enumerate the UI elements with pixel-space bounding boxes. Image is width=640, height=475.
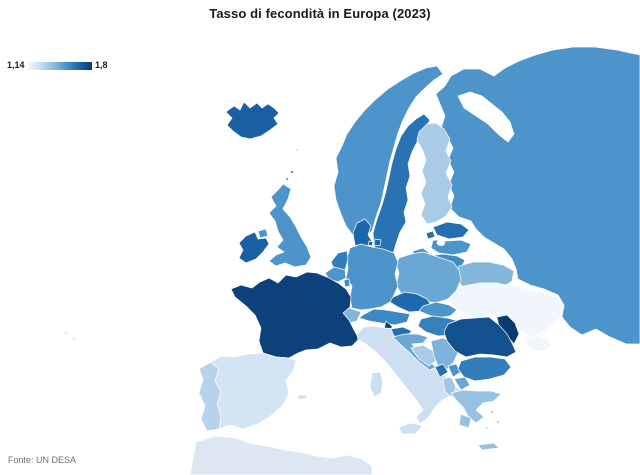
country-ukraine[interactable] [447,282,565,339]
country-finland[interactable] [416,122,453,225]
country-luxembourg[interactable] [343,278,351,288]
azores-island-2[interactable] [72,337,76,341]
azores-island-1[interactable] [64,331,68,335]
country-sweden[interactable] [372,113,431,264]
balearic-islands[interactable] [296,394,308,400]
country-norway[interactable] [333,65,444,239]
country-north-macedonia[interactable] [453,376,471,391]
white-sea [457,91,515,143]
region-sardinia[interactable] [369,371,384,398]
aegean-island-3[interactable] [485,426,489,430]
orkney-islands[interactable] [285,177,289,181]
estonia-saaremaa-island[interactable] [425,230,436,240]
country-austria[interactable] [358,308,411,326]
region-crete[interactable] [477,442,500,451]
country-montenegro[interactable] [434,363,449,378]
denmark-funen-island[interactable] [367,240,374,247]
north-africa-landmass [189,435,373,475]
aegean-island-2[interactable] [496,420,500,424]
country-slovakia[interactable] [418,301,458,319]
denmark-zealand-island[interactable] [373,238,382,247]
legend-gradient [28,62,92,70]
country-germany[interactable] [345,243,399,311]
country-iceland[interactable] [225,101,280,140]
country-estonia[interactable] [432,221,470,240]
country-bulgaria[interactable] [457,356,512,382]
region-peloponnese[interactable] [458,413,472,429]
faroe-islands [295,148,299,152]
aegean-island-1[interactable] [490,410,494,414]
region-northern-ireland[interactable] [257,228,269,239]
country-france[interactable] [230,271,360,359]
country-romania[interactable] [443,316,517,358]
shetland-islands[interactable] [290,170,294,174]
chart-title: Tasso di fecondità in Europa (2023) [209,6,431,21]
country-portugal[interactable] [198,361,222,432]
source-note: Fonte: UN DESA [8,455,77,465]
country-spain[interactable] [210,352,297,430]
country-united-kingdom[interactable] [268,183,312,268]
country-ireland[interactable] [238,231,270,264]
legend-min-label: 1,14 [7,60,25,70]
gulf-of-riga [436,240,446,246]
country-belarus[interactable] [455,261,515,291]
region-sicily[interactable] [398,422,424,435]
country-greece[interactable] [450,389,502,424]
region-crimea[interactable] [525,334,553,352]
legend-max-label: 1,8 [95,60,108,70]
